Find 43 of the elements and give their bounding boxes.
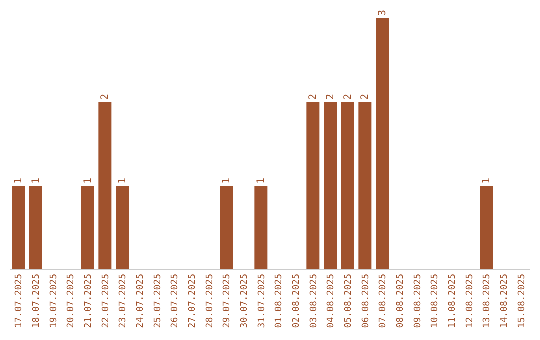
x-tick-label: 30.07.2025 <box>240 274 250 328</box>
data-label: 2 <box>100 94 112 100</box>
x-tick-label: 11.08.2025 <box>448 274 458 328</box>
x-tick-label: 22.07.2025 <box>101 274 112 328</box>
x-tick-label: 05.08.2025 <box>344 274 354 328</box>
x-tick-label: 09.08.2025 <box>413 274 424 328</box>
x-tick-label: 27.07.2025 <box>188 274 198 328</box>
x-tick-label: 04.08.2025 <box>326 274 337 328</box>
x-tick-label: 13.08.2025 <box>482 274 493 328</box>
data-label: 1 <box>482 178 492 184</box>
x-tick-label: 24.07.2025 <box>136 274 146 328</box>
x-tick-label: 08.08.2025 <box>396 274 406 328</box>
x-tick-label: 07.08.2025 <box>378 274 389 328</box>
data-label: 2 <box>326 94 336 100</box>
data-label: 1 <box>118 178 128 184</box>
x-tick-label: 12.08.2025 <box>465 274 476 328</box>
data-label: 1 <box>222 178 232 184</box>
x-tick-label: 10.08.2025 <box>430 274 441 328</box>
data-label: 1 <box>14 178 24 184</box>
x-tick-label: 02.08.2025 <box>292 274 302 328</box>
x-tick-label: 14.08.2025 <box>500 274 510 328</box>
x-tick-label: 31.07.2025 <box>257 274 268 328</box>
x-tick-label: 17.07.2025 <box>14 274 25 328</box>
data-label: 2 <box>342 94 354 100</box>
x-tick-label: 26.07.2025 <box>170 274 181 328</box>
data-label: 2 <box>360 94 372 100</box>
x-tick-label: 28.07.2025 <box>205 274 216 328</box>
x-tick-label: 15.08.2025 <box>517 274 528 328</box>
data-label: 3 <box>378 10 388 16</box>
data-label: 1 <box>82 178 94 184</box>
x-tick-label: 20.07.2025 <box>66 274 77 328</box>
data-label: 2 <box>308 94 320 100</box>
data-label: 1 <box>30 178 42 184</box>
x-tick-label: 01.08.2025 <box>274 274 285 328</box>
x-tick-label: 25.07.2025 <box>153 274 164 328</box>
x-tick-label: 19.07.2025 <box>49 274 60 328</box>
x-tick-label: 29.07.2025 <box>222 274 233 328</box>
x-tick-label: 23.07.2025 <box>118 274 129 328</box>
data-label: 1 <box>256 178 268 184</box>
x-tick-label: 03.08.2025 <box>309 274 320 328</box>
x-tick-label: 21.07.2025 <box>84 274 94 328</box>
x-tick-label: 18.07.2025 <box>32 274 42 328</box>
x-tick-label: 06.08.2025 <box>361 274 372 328</box>
